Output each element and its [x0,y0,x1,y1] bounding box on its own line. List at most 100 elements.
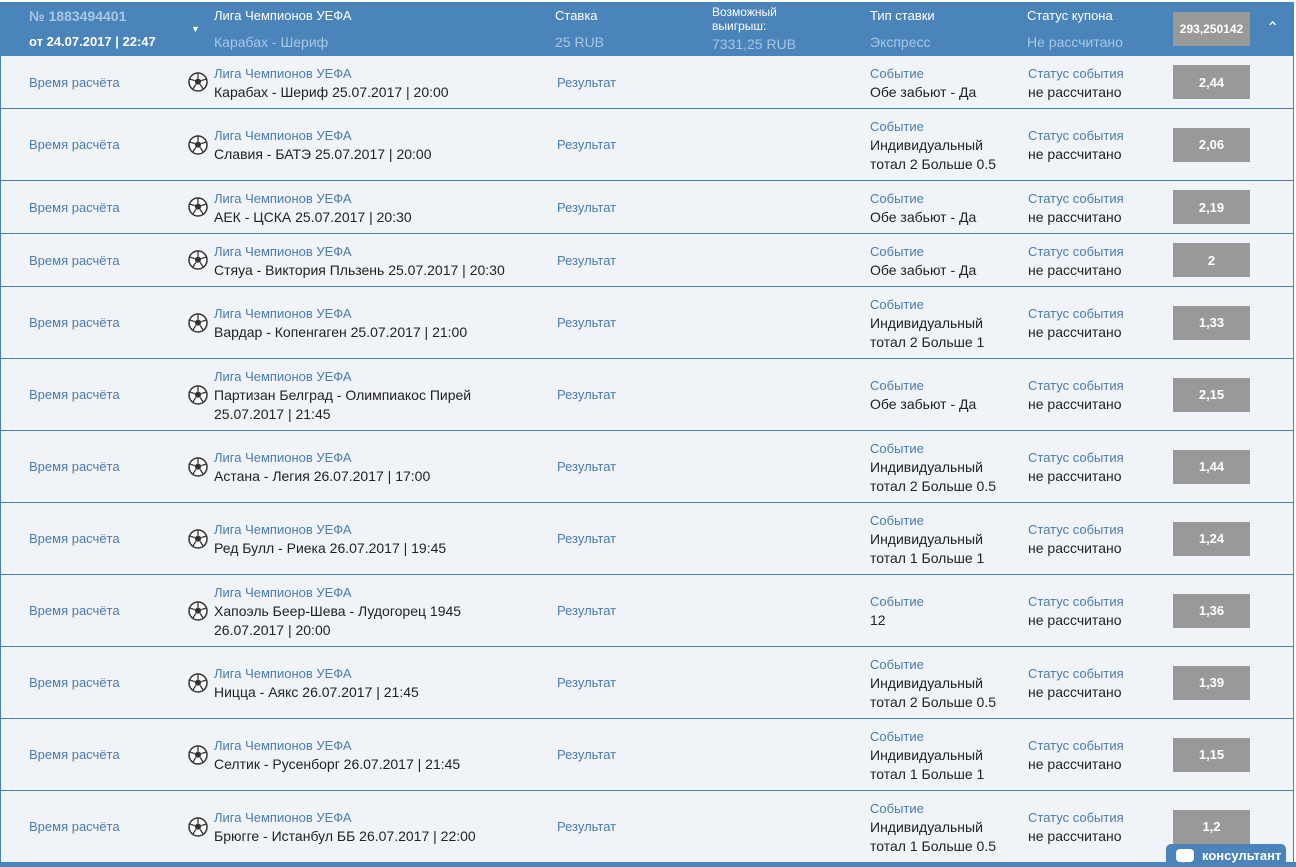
result-label: Результат [557,252,617,268]
event-status-value: не рассчитано [1028,684,1122,700]
type-value: Экспресс [870,34,931,50]
event-league: Лига Чемпионов УЕФА [214,450,352,465]
event-row: Время расчёта Лига Чемпионов УЕФА Ницца - … [1,647,1293,719]
event-label: Событие [870,378,924,393]
odds-badge: 2,06 [1173,127,1250,162]
event-match: Стяуа - Виктория Пльзень 25.07.2017 | 20… [214,261,505,278]
odds-badge: 1,15 [1173,737,1250,772]
event-status-value: не рассчитано [1028,756,1122,772]
coupon-match: Карабах - Шериф [214,34,329,50]
event-label: Событие [870,728,924,744]
event-outcome: Индивидуальный [870,314,983,331]
event-outcome: тотал 1 Больше 1 [870,549,985,566]
event-status-label: Статус события [1028,128,1124,143]
coupon-league: Лига Чемпионов УЕФА [214,8,352,23]
result-label: Результат [557,675,617,690]
event-match: Партизан Белград - Олимпиакос Пирей [214,386,472,403]
caret-down-icon[interactable]: ▼ [191,24,200,34]
odds-badge: 2,15 [1173,377,1250,412]
event-label: Событие [870,512,924,528]
result-label: Результат [557,199,617,215]
event-league: Лига Чемпионов УЕФА [214,190,352,206]
event-row: Время расчёта Лига Чемпионов УЕФА Карабах … [1,56,1293,109]
event-status-label: Статус события [1028,306,1124,321]
odds-badge: 1,36 [1173,593,1250,628]
settle-time-label: Время расчёта [29,819,120,834]
event-label: Событие [870,118,924,134]
type-label: Тип ставки [870,8,935,23]
event-row: Время расчёта Лига Чемпионов УЕФА Селтик -… [1,719,1293,791]
event-status-label: Статус события [1028,378,1124,393]
event-label: Событие [870,440,924,456]
soccer-ball-icon [188,197,208,217]
coupon-number: № 1883494401 [29,8,127,24]
event-league: Лига Чемпионов УЕФА [214,666,352,681]
event-league: Лига Чемпионов УЕФА [214,65,352,81]
result-label: Результат [557,531,617,546]
event-status-value: не рассчитано [1028,612,1122,628]
coupon-header[interactable]: № 1883494401 от 24.07.2017 | 22:47 ▼ Лиг… [1,2,1293,56]
status-value: Не рассчитано [1027,34,1123,50]
settle-time-label: Время расчёта [29,315,120,330]
event-label: Событие [870,243,924,259]
settle-time-label: Время расчёта [29,387,120,402]
event-outcome: Индивидуальный [870,136,983,153]
event-outcome: 12 [870,612,886,628]
event-label: Событие [870,296,924,312]
odds-badge: 1,2 [1173,809,1250,844]
settle-time-label: Время расчёта [29,675,120,690]
result-label: Результат [557,315,617,330]
event-row: Время расчёта Лига Чемпионов УЕФА Брюгге -… [1,791,1293,863]
event-league: Лига Чемпионов УЕФА [214,584,352,600]
event-league: Лига Чемпионов УЕФА [214,368,352,384]
event-match: Астана - Легия 26.07.2017 | 17:00 [214,468,431,484]
event-status-value: не рассчитано [1028,146,1122,162]
win-label-2: выигрыш: [712,19,767,33]
chevron-up-icon[interactable]: ⌃ [1266,20,1280,37]
event-outcome: тотал 2 Больше 0.5 [870,155,997,172]
event-status-value: не рассчитано [1028,828,1122,844]
odds-badge: 2,19 [1173,190,1250,224]
event-status-label: Статус события [1028,810,1124,825]
event-outcome: Обе забьют - Да [870,208,977,225]
event-label: Событие [870,190,924,206]
soccer-ball-icon [188,456,208,477]
soccer-ball-icon [188,600,208,621]
settle-time-label: Время расчёта [29,252,120,268]
settle-time-label: Время расчёта [29,459,120,474]
stake-value: 25 RUB [555,34,605,50]
result-label: Результат [557,387,617,402]
event-match: Карабах - Шериф 25.07.2017 | 20:00 [214,83,449,100]
settle-time-label: Время расчёта [29,747,120,762]
event-row: Время расчёта Лига Чемпионов УЕФА Вардар -… [1,287,1293,359]
stake-label: Ставка [555,8,598,23]
odds-badge: 1,44 [1173,449,1250,484]
event-outcome: Обе забьют - Да [870,83,977,100]
event-match: Хапоэль Беер-Шева - Лудогорец 1945 [214,602,462,619]
settle-time-label: Время расчёта [29,74,120,90]
event-row: Время расчёта Лига Чемпионов УЕФА Партизан… [1,359,1293,431]
odds-badge: 1,33 [1173,305,1250,340]
event-match: Ницца - Аякс 26.07.2017 | 21:45 [214,684,419,700]
soccer-ball-icon [188,134,208,155]
settle-time-label: Время расчёта [29,199,120,215]
odds-badge: 2 [1173,243,1250,277]
event-list: Время расчёта Лига Чемпионов УЕФА Карабах … [1,56,1293,863]
event-match: Ред Булл - Риека 26.07.2017 | 19:45 [214,540,447,556]
total-odds: 293,250142 [1173,12,1250,46]
event-status-label: Статус события [1028,594,1124,609]
consultant-button[interactable]: консультант [1166,844,1286,867]
event-outcome: Обе забьют - Да [870,261,977,278]
result-label: Результат [557,459,617,474]
event-status-label: Статус события [1028,738,1124,753]
win-value: 7331,25 RUB [712,36,797,52]
event-match: Селтик - Русенборг 26.07.2017 | 21:45 [214,756,461,772]
event-outcome: тотал 2 Больше 0.5 [870,477,997,494]
event-match: Вардар - Копенгаген 25.07.2017 | 21:00 [214,324,468,340]
soccer-ball-icon [188,816,208,837]
odds-badge: 2,44 [1173,65,1250,99]
odds-badge: 1,39 [1173,665,1250,700]
result-label: Результат [557,747,617,762]
result-label: Результат [557,603,617,618]
